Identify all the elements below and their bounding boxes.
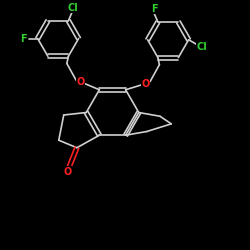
Text: O: O: [142, 78, 150, 88]
Text: F: F: [20, 34, 27, 43]
Text: O: O: [64, 167, 72, 177]
Text: O: O: [76, 77, 85, 87]
Text: Cl: Cl: [68, 3, 78, 13]
Text: Cl: Cl: [196, 42, 207, 52]
Text: F: F: [151, 4, 158, 14]
